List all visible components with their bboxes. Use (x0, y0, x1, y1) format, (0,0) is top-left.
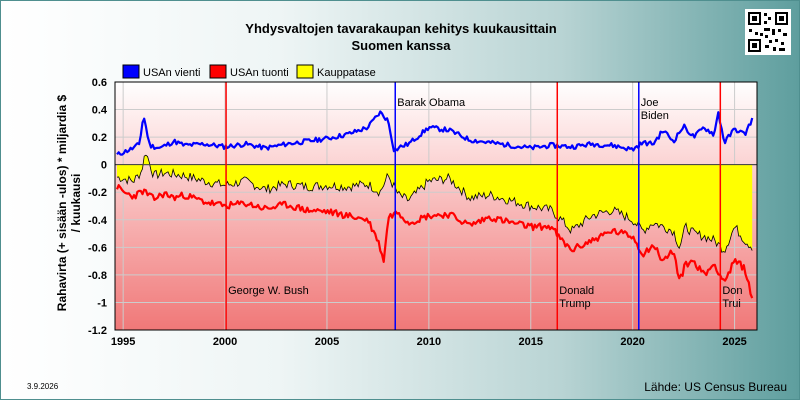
source-label: Lähde: US Census Bureau (644, 380, 787, 394)
plot-border (114, 81, 758, 331)
legend-label-2: Kauppatase (317, 67, 376, 79)
legend-label-1: USAn tuonti (230, 67, 289, 79)
chart-subtitle: Suomen kanssa (351, 38, 451, 53)
y-tick-label: -0.8 (88, 270, 107, 282)
legend-swatch-1 (209, 64, 227, 79)
presidency-label-3-1: Biden (641, 110, 669, 122)
legend-swatch-0 (122, 64, 140, 79)
y-tick-label: -0.6 (88, 242, 107, 254)
y-tick-label: 0.4 (92, 105, 108, 117)
legend-swatch-2 (296, 64, 314, 79)
chart-title: Yhdysvaltojen tavarakaupan kehitys kuuka… (245, 21, 557, 36)
presidency-label-0-0: George W. Bush (228, 285, 309, 297)
presidency-label-2-1: Trump (559, 298, 590, 310)
y-tick-label: 0 (101, 160, 107, 172)
date-stamp: 3.9.2026 (27, 382, 59, 391)
y-tick-label: -0.4 (88, 215, 108, 227)
y-tick-label: -1 (97, 297, 107, 309)
series-usan-tuonti (115, 184, 754, 299)
x-tick-label: 2000 (213, 336, 237, 348)
series-kauppatase-line (116, 154, 753, 253)
presidency-label-2-0: Donald (559, 285, 594, 297)
y-tick-label: -1.2 (88, 325, 107, 337)
y-tick-label: 0.6 (92, 77, 107, 89)
x-tick-label: 1995 (111, 336, 135, 348)
x-tick-label: 2010 (417, 336, 441, 348)
y-tick-label: -0.2 (88, 187, 107, 199)
x-tick-label: 2020 (620, 336, 644, 348)
series-kauppatase-area (117, 155, 753, 253)
presidency-label-3-0: Joe (641, 97, 659, 109)
chart-title-block: Yhdysvaltojen tavarakaupan kehitys kuuka… (151, 20, 651, 54)
presidency-label-4-0: Don (722, 285, 742, 297)
presidency-label-1-0: Barak Obama (397, 97, 466, 109)
legend-label-0: USAn vienti (143, 67, 200, 79)
plot-area-positive (115, 82, 757, 165)
x-tick-label: 2015 (519, 336, 543, 348)
x-tick-label: 2025 (722, 336, 746, 348)
qr-code (745, 9, 791, 55)
y-tick-label: 0.2 (92, 132, 107, 144)
x-tick-label: 2005 (315, 336, 339, 348)
presidency-label-4-1: Trui (722, 298, 741, 310)
series-usan-vienti (116, 110, 754, 156)
